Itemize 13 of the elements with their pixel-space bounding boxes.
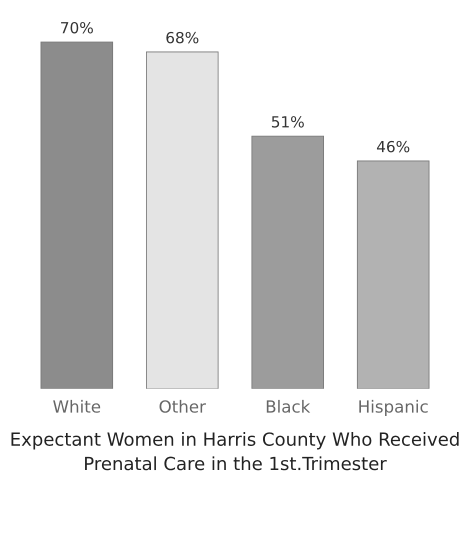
data-label: 68% bbox=[166, 32, 198, 44]
bar bbox=[146, 52, 219, 389]
text: Expectant Women in Harris County Who Received Prenatal Care in the 1st.Trimester bbox=[12, 432, 459, 470]
bar bbox=[356, 160, 430, 389]
data-label: 70% bbox=[61, 22, 93, 34]
x-tick-label: Other bbox=[160, 400, 206, 413]
x-tick-label: White bbox=[53, 400, 100, 413]
x-tick-label: Black bbox=[266, 400, 310, 413]
x-tick-label: Hispanic bbox=[359, 400, 428, 416]
data-label: 51% bbox=[272, 116, 304, 128]
bar bbox=[40, 42, 114, 389]
bar bbox=[251, 136, 324, 389]
data-label: 46% bbox=[376, 140, 410, 152]
